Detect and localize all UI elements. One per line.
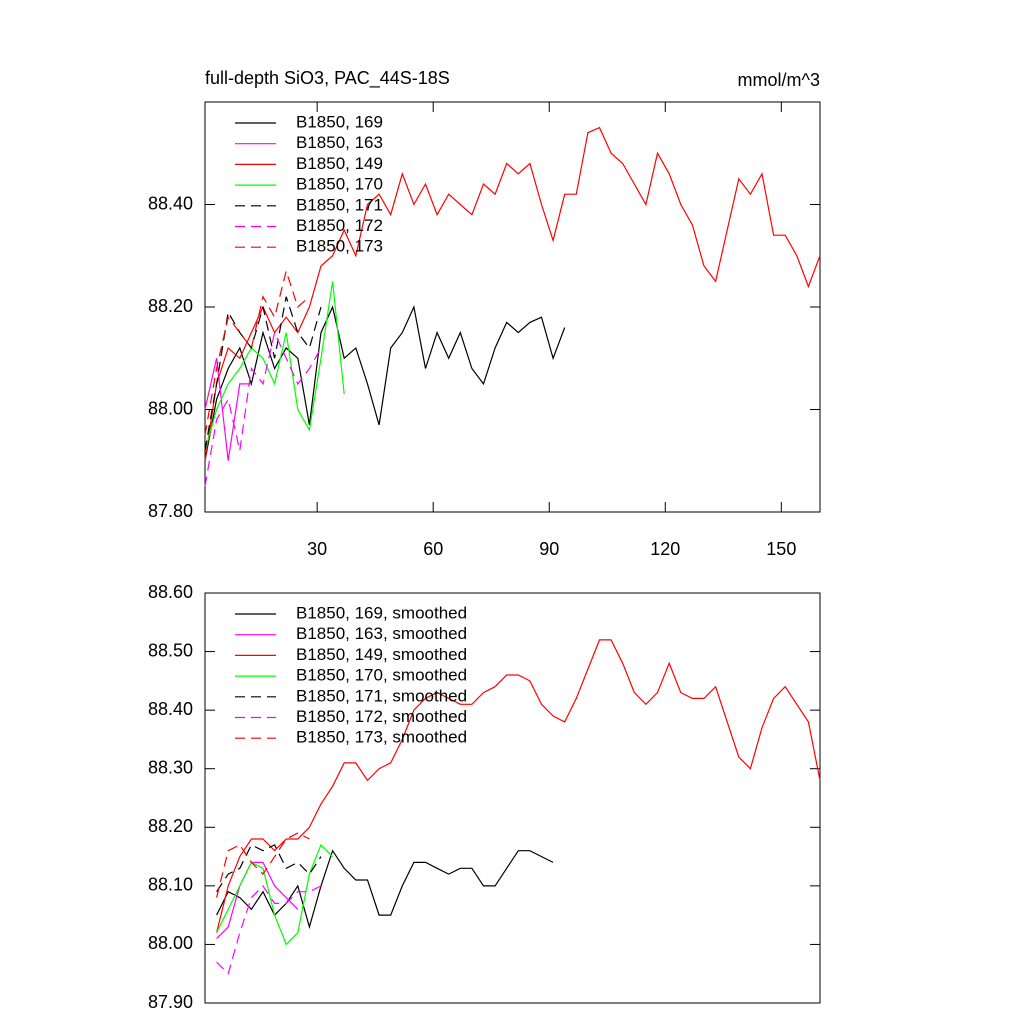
y-tick-label: 87.80 [148, 501, 193, 521]
x-tick-label: 150 [766, 539, 796, 559]
legend-label: B1850, 169 [296, 112, 383, 131]
legend-label: B1850, 149, smoothed [296, 645, 467, 664]
y-tick-label: 88.00 [148, 398, 193, 418]
y-tick-label: 88.40 [148, 699, 193, 719]
y-tick-label: 88.60 [148, 582, 193, 602]
legend-label: B1850, 163 [296, 133, 383, 152]
x-tick-label: 60 [423, 539, 443, 559]
legend-label: B1850, 170 [296, 175, 383, 194]
units-label: mmol/m^3 [738, 70, 820, 90]
y-tick-label: 88.50 [148, 640, 193, 660]
series-line [216, 884, 322, 975]
y-tick-label: 88.10 [148, 875, 193, 895]
legend-label: B1850, 173, smoothed [296, 728, 467, 747]
legend-label: B1850, 172 [296, 216, 383, 235]
y-tick-label: 88.40 [148, 193, 193, 213]
series-line [204, 305, 566, 461]
series-line [204, 358, 252, 461]
series-line [204, 281, 345, 451]
series-line [204, 268, 310, 436]
series-line [216, 843, 334, 946]
legend-label: B1850, 163, smoothed [296, 624, 467, 643]
series-line [216, 832, 310, 898]
series-line [216, 861, 299, 940]
y-tick-label: 88.30 [148, 757, 193, 777]
x-tick-label: 30 [307, 539, 327, 559]
y-tick-label: 87.90 [148, 992, 193, 1012]
legend-label: B1850, 169, smoothed [296, 603, 467, 622]
series-line [204, 126, 821, 461]
y-tick-label: 88.20 [148, 816, 193, 836]
legend-label: B1850, 149 [296, 154, 383, 173]
legend-label: B1850, 172, smoothed [296, 707, 467, 726]
series-line [216, 844, 322, 893]
x-tick-label: 120 [650, 539, 680, 559]
y-tick-label: 88.00 [148, 933, 193, 953]
series-line [216, 639, 821, 933]
plot-frame [204, 592, 821, 1004]
series-line [216, 849, 554, 930]
x-tick-label: 90 [539, 539, 559, 559]
legend-label: B1850, 170, smoothed [296, 666, 467, 685]
series-line [204, 330, 322, 487]
legend-label: B1850, 171 [296, 195, 383, 214]
legend-label: B1850, 171, smoothed [296, 686, 467, 705]
chart-title: full-depth SiO3, PAC_44S-18S [205, 68, 450, 89]
y-tick-label: 88.20 [148, 296, 193, 316]
legend-label: B1850, 173 [296, 237, 383, 256]
